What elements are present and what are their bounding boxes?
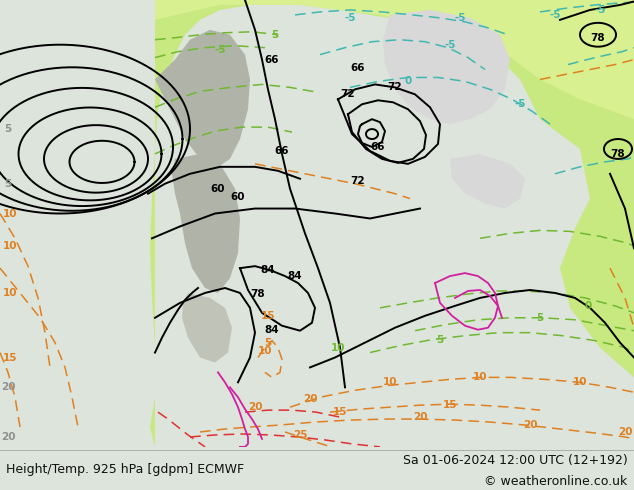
Text: 15: 15 [333, 407, 347, 417]
Polygon shape [172, 154, 240, 293]
Text: 15: 15 [443, 400, 457, 410]
Text: -5: -5 [454, 13, 466, 23]
Text: 20: 20 [523, 420, 537, 430]
Text: 5: 5 [271, 30, 278, 40]
Text: 84: 84 [264, 325, 280, 335]
Text: © weatheronline.co.uk: © weatheronline.co.uk [484, 475, 628, 488]
Text: 78: 78 [611, 149, 625, 159]
Text: 20: 20 [1, 432, 15, 442]
Text: 78: 78 [250, 289, 265, 299]
Text: 5: 5 [264, 338, 271, 347]
Text: 15: 15 [3, 352, 17, 363]
Text: 60: 60 [210, 184, 225, 194]
Polygon shape [150, 0, 634, 447]
Text: 0: 0 [585, 301, 592, 311]
Text: 66: 66 [275, 146, 289, 156]
Text: 84: 84 [288, 271, 302, 281]
Polygon shape [155, 30, 250, 169]
Text: 25: 25 [293, 430, 307, 440]
Text: -5: -5 [344, 13, 356, 23]
Text: 20: 20 [618, 427, 632, 437]
Text: Sa 01-06-2024 12:00 UTC (12+192): Sa 01-06-2024 12:00 UTC (12+192) [403, 454, 628, 467]
Text: -5: -5 [549, 10, 560, 20]
Text: 20: 20 [1, 382, 15, 392]
Text: 10: 10 [473, 372, 488, 382]
Text: 66: 66 [265, 54, 279, 65]
Text: 72: 72 [351, 176, 365, 186]
Text: 10: 10 [3, 288, 17, 298]
Text: 84: 84 [261, 265, 275, 275]
Polygon shape [182, 293, 232, 363]
Text: 10: 10 [3, 209, 17, 219]
Text: 5: 5 [4, 124, 11, 134]
Text: 10: 10 [258, 345, 272, 356]
Polygon shape [155, 0, 634, 119]
Text: 5: 5 [436, 335, 444, 344]
Text: 66: 66 [351, 63, 365, 73]
Text: -5: -5 [214, 45, 226, 55]
Text: 0: 0 [404, 76, 411, 86]
Text: 5: 5 [536, 313, 543, 323]
Text: 10: 10 [383, 377, 398, 387]
Text: 10: 10 [331, 343, 346, 353]
Text: 5: 5 [4, 179, 11, 189]
Text: 72: 72 [340, 89, 355, 99]
Text: 15: 15 [261, 311, 275, 321]
Text: 20: 20 [303, 394, 317, 404]
Text: 72: 72 [387, 82, 403, 93]
Text: 20: 20 [248, 402, 262, 412]
Text: -5: -5 [444, 40, 456, 49]
Polygon shape [383, 10, 510, 124]
Polygon shape [450, 154, 525, 209]
Text: -5: -5 [514, 99, 526, 109]
Text: 10: 10 [573, 377, 587, 387]
Text: 10: 10 [3, 241, 17, 251]
Text: 66: 66 [371, 142, 385, 152]
Text: -5: -5 [594, 5, 605, 15]
Text: 78: 78 [591, 33, 605, 43]
Text: 60: 60 [231, 192, 245, 201]
Text: 20: 20 [413, 412, 427, 422]
Text: Height/Temp. 925 hPa [gdpm] ECMWF: Height/Temp. 925 hPa [gdpm] ECMWF [6, 463, 245, 476]
